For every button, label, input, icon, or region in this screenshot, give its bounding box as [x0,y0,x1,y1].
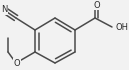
Text: OH: OH [116,22,129,32]
Text: O: O [14,59,20,67]
Text: O: O [93,0,100,10]
Text: N: N [1,6,7,14]
